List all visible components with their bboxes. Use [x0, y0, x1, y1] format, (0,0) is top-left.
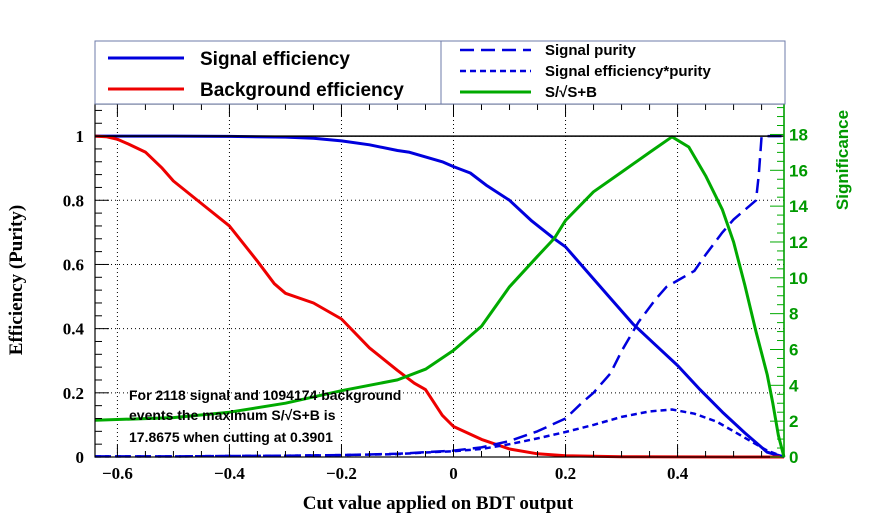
y2-tick-label-0: 0	[789, 448, 798, 467]
x-tick-label-2: −0.2	[326, 464, 357, 483]
grid	[95, 104, 784, 457]
series-line-0	[95, 134, 785, 459]
y-tick-label-1: 0.2	[63, 384, 84, 403]
series-line-4	[94, 135, 786, 458]
y2-tick-label-1: 2	[789, 412, 798, 431]
y2-tick-label-6: 12	[789, 233, 808, 252]
y2-tick-label-3: 6	[789, 340, 798, 359]
legend-label-2: Signal purity	[545, 42, 637, 59]
y-tick-label-0: 0	[76, 448, 85, 467]
annotation-line-2: events the maximum S/√S+B is	[129, 407, 336, 423]
y-tick-label-3: 0.6	[63, 255, 84, 274]
y2-tick-label-8: 16	[789, 161, 808, 180]
y-tick-label-4: 0.8	[63, 191, 84, 210]
y2-tick-label-9: 18	[789, 125, 808, 144]
legend-frame	[94, 40, 786, 105]
y2-tick-label-2: 4	[789, 376, 799, 395]
axes: −0.6 −0.4 −0.2 0 0.2 0.400.20.40.60.810246810…	[63, 104, 808, 483]
x-tick-label-0: −0.6	[102, 464, 133, 483]
x-tick-label-5: 0.4	[667, 464, 689, 483]
plot-frame	[94, 103, 785, 458]
right-axis-title: Significance	[833, 110, 852, 210]
x-axis-title: Cut value applied on BDT output	[303, 493, 574, 514]
legend-label-1: Background efficiency	[200, 80, 404, 101]
legend-items: Signal efficiency Background efficiency Si…	[108, 42, 712, 101]
y-axis-title: Efficiency (Purity)	[6, 205, 27, 355]
legend-label-4: S/√S+B	[545, 84, 597, 101]
annotation-line-3: 17.8675 when cutting at 0.3901	[129, 429, 333, 445]
x-tick-label-3: 0	[449, 464, 458, 483]
x-tick-label-4: 0.2	[555, 464, 576, 483]
legend-label-3: Signal efficiency*purity	[545, 63, 712, 80]
y2-tick-label-4: 8	[789, 305, 798, 324]
legend: Signal efficiency Background efficiency Si…	[94, 40, 786, 105]
y2-tick-label-5: 10	[789, 269, 808, 288]
annotation: For 2118 signal and 1094174 background e…	[129, 387, 401, 445]
plot-border	[94, 103, 785, 458]
x-tick-label-1: −0.4	[214, 464, 245, 483]
y-tick-label-2: 0.4	[63, 320, 85, 339]
y-tick-label-5: 1	[76, 127, 85, 146]
legend-label-0: Signal efficiency	[200, 49, 350, 70]
curves	[94, 134, 786, 459]
y2-tick-label-7: 14	[789, 197, 808, 216]
annotation-line-1: For 2118 signal and 1094174 background	[129, 387, 401, 403]
series-line-1	[94, 134, 784, 459]
